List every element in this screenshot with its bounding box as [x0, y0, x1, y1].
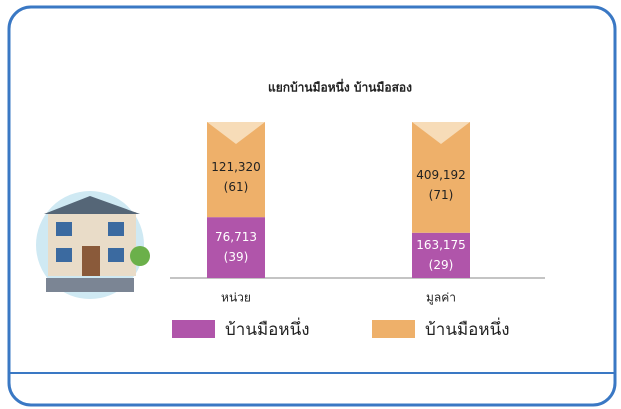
amount-label: 76,713 — [215, 230, 257, 244]
value-label: (39) — [224, 250, 249, 264]
bar-segment — [207, 217, 265, 278]
amount-label: 121,320 — [211, 160, 261, 174]
bar-notch — [207, 122, 265, 144]
amount-label: 163,175 — [416, 238, 466, 252]
value-label: (29) — [429, 258, 454, 272]
x-tick-label: มูลค่า — [426, 291, 456, 306]
frame — [7, 5, 617, 407]
chart-title: แยกบ้านมือหนึ่ง บ้านมือสอง — [268, 79, 412, 95]
x-tick-label: หน่วย — [221, 291, 251, 305]
house-icon — [32, 187, 150, 303]
value-label: (61) — [224, 180, 249, 194]
legend-swatch — [172, 320, 215, 338]
amount-label: 409,192 — [416, 168, 466, 182]
legend-swatch — [372, 320, 415, 338]
value-label: (71) — [429, 188, 454, 202]
legend-label: บ้านมือหนึ่ง — [225, 317, 310, 340]
legend-label: บ้านมือหนึ่ง — [425, 317, 510, 340]
bar-segment — [412, 232, 470, 278]
bar-notch — [412, 122, 470, 144]
